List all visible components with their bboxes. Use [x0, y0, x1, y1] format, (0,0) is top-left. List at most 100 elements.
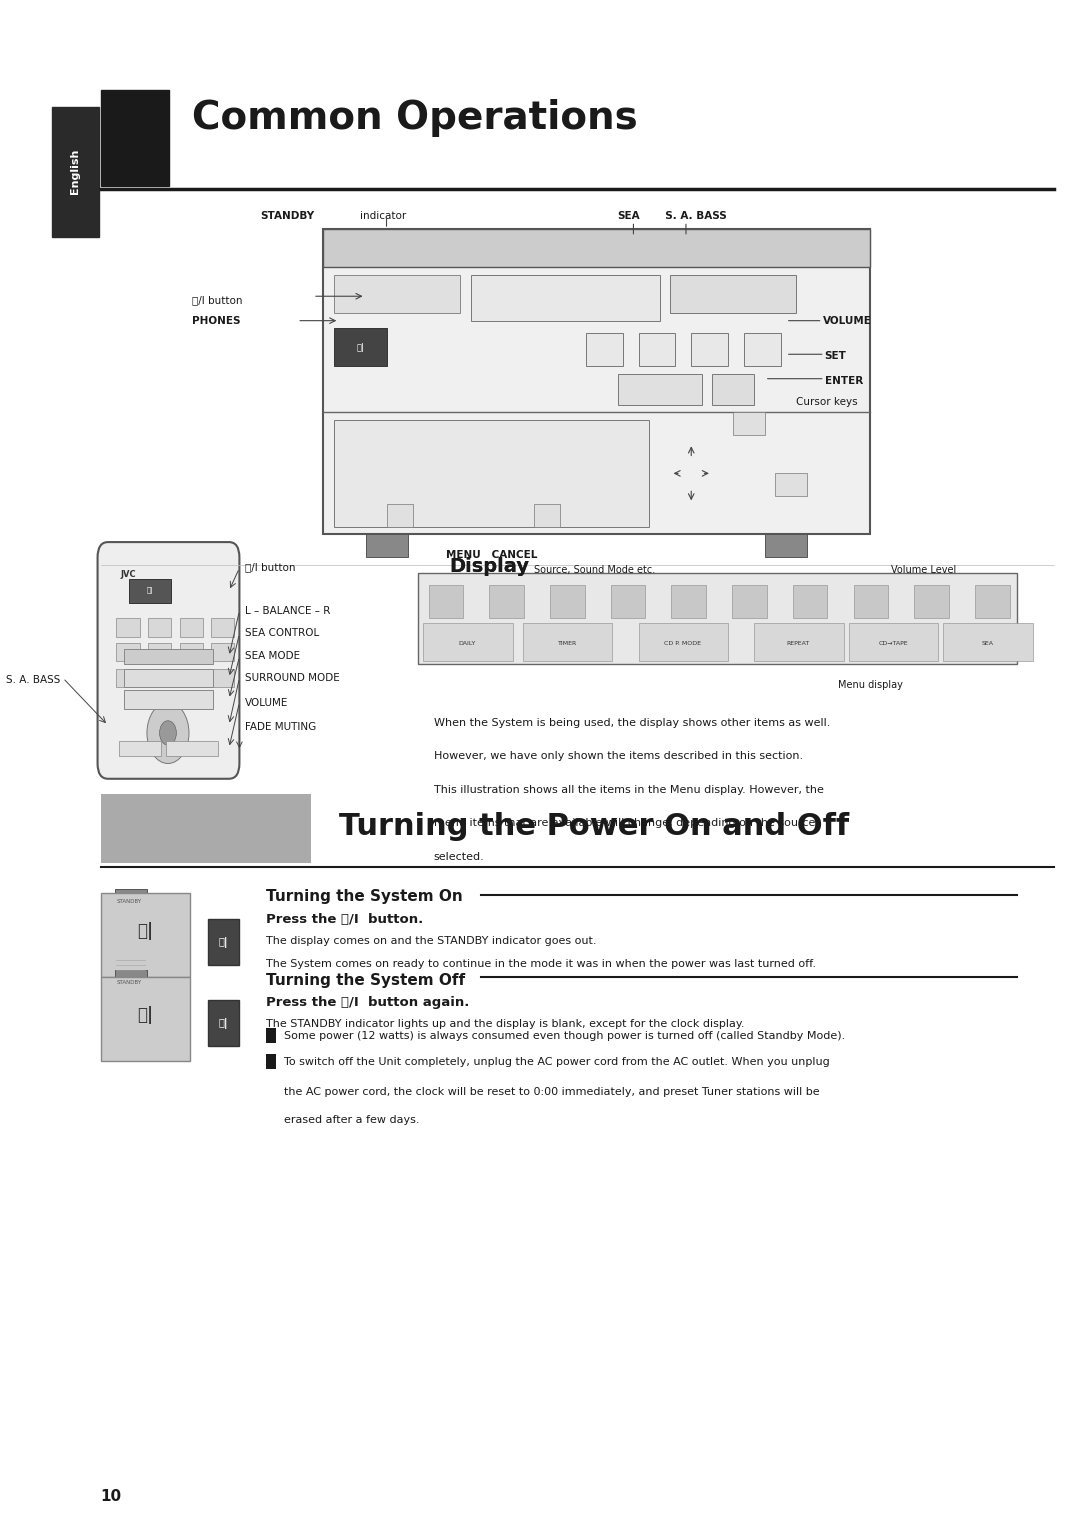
Text: CD P. MODE: CD P. MODE — [664, 641, 701, 646]
Circle shape — [662, 431, 720, 516]
Text: Press the ⏻/I  button.: Press the ⏻/I button. — [266, 913, 423, 927]
Bar — [672, 585, 706, 618]
Bar — [732, 585, 767, 618]
Text: VOLUME: VOLUME — [245, 698, 288, 709]
Bar — [207, 919, 240, 965]
Text: DAILY: DAILY — [459, 641, 476, 646]
Text: STANDBY: STANDBY — [260, 211, 314, 221]
Bar — [179, 669, 203, 687]
Bar — [117, 669, 139, 687]
Text: Common Operations: Common Operations — [192, 99, 638, 137]
Bar — [523, 623, 612, 661]
Text: Volume Level: Volume Level — [891, 565, 956, 576]
Text: the AC power cord, the clock will be reset to 0:00 immediately, and preset Tuner: the AC power cord, the clock will be res… — [284, 1087, 819, 1098]
Text: JVC: JVC — [121, 570, 136, 579]
Text: S. A. BASS: S. A. BASS — [6, 675, 60, 686]
Bar — [117, 618, 139, 637]
Text: To switch off the Unit completely, unplug the AC power cord from the AC outlet. : To switch off the Unit completely, unplu… — [284, 1057, 829, 1067]
Text: ⏻|: ⏻| — [219, 936, 228, 948]
Text: The STANDBY indicator lights up and the display is blank, except for the clock d: The STANDBY indicator lights up and the … — [266, 1019, 744, 1029]
Bar — [100, 90, 168, 186]
Bar — [324, 229, 869, 267]
Bar — [53, 107, 98, 237]
Text: Source, Sound Mode etc.: Source, Sound Mode etc. — [534, 565, 654, 576]
Text: Menu display: Menu display — [838, 680, 903, 690]
Text: The display comes on and the STANDBY indicator goes out.: The display comes on and the STANDBY ind… — [266, 936, 596, 947]
Text: 10: 10 — [100, 1489, 122, 1504]
Bar — [712, 374, 754, 405]
Text: SEA CONTROL: SEA CONTROL — [245, 628, 319, 638]
Bar — [618, 374, 702, 405]
Text: SEA: SEA — [618, 211, 640, 221]
Bar — [754, 623, 843, 661]
Bar — [124, 690, 213, 709]
FancyBboxPatch shape — [97, 542, 240, 779]
Bar — [365, 534, 407, 557]
Text: Press the ⏻/I  button again.: Press the ⏻/I button again. — [266, 996, 469, 1009]
Text: ⏻/I button: ⏻/I button — [192, 295, 243, 305]
Text: However, we have only shown the items described in this section.: However, we have only shown the items de… — [434, 751, 802, 762]
Text: STANDBY: STANDBY — [117, 899, 141, 904]
Bar — [211, 643, 234, 661]
Bar — [179, 618, 203, 637]
Text: SURROUND MODE: SURROUND MODE — [245, 673, 339, 684]
Bar — [334, 275, 460, 313]
Bar — [610, 585, 646, 618]
Bar — [691, 333, 728, 366]
Bar — [119, 741, 161, 756]
Bar — [775, 473, 807, 496]
Bar — [423, 623, 513, 661]
Text: The System comes on ready to continue in the mode it was in when the power was l: The System comes on ready to continue in… — [266, 959, 815, 970]
Text: ⏻|: ⏻| — [356, 344, 364, 351]
Text: ENTER: ENTER — [825, 376, 863, 386]
Bar — [418, 573, 1017, 664]
Bar — [387, 504, 413, 527]
Bar — [100, 977, 190, 1061]
Bar — [334, 420, 649, 527]
Text: PHONES: PHONES — [192, 316, 241, 327]
Bar — [124, 649, 213, 664]
Text: SET: SET — [825, 351, 847, 362]
Text: ⏻|: ⏻| — [147, 588, 153, 594]
Bar — [733, 412, 765, 435]
Bar — [849, 623, 939, 661]
Text: VOLUME: VOLUME — [823, 316, 872, 327]
Bar — [671, 275, 796, 313]
Text: When the System is being used, the display shows other items as well.: When the System is being used, the displ… — [434, 718, 831, 728]
Text: SEA MODE: SEA MODE — [245, 651, 300, 661]
Bar — [211, 669, 234, 687]
Text: Turning the System On: Turning the System On — [266, 889, 462, 904]
Text: selected.: selected. — [434, 852, 485, 863]
Text: Display: Display — [449, 557, 529, 576]
Bar — [914, 585, 949, 618]
Bar — [211, 618, 234, 637]
Bar — [100, 893, 190, 977]
Bar — [148, 643, 171, 661]
Text: Turning the Power On and Off: Turning the Power On and Off — [339, 812, 849, 841]
Circle shape — [160, 721, 176, 745]
Bar — [116, 970, 147, 985]
Text: MENU   CANCEL: MENU CANCEL — [446, 550, 537, 560]
Text: SEA: SEA — [982, 641, 994, 646]
Bar — [429, 585, 463, 618]
Circle shape — [400, 336, 416, 360]
Bar — [334, 328, 387, 366]
Text: ⏻|: ⏻| — [137, 922, 153, 941]
Bar — [853, 585, 888, 618]
Text: FADE MUTING: FADE MUTING — [245, 722, 316, 733]
Text: Display: Display — [449, 557, 529, 576]
Bar — [744, 333, 781, 366]
Text: REPEAT: REPEAT — [786, 641, 810, 646]
Bar — [944, 623, 1032, 661]
Bar — [765, 534, 807, 557]
Text: STANDBY: STANDBY — [117, 980, 141, 985]
Bar — [489, 585, 524, 618]
Text: menu items that are available will change, depending on the source: menu items that are available will chang… — [434, 818, 815, 829]
Bar — [975, 585, 1010, 618]
Bar — [117, 643, 139, 661]
Text: Turning the System Off: Turning the System Off — [266, 973, 464, 988]
Text: erased after a few days.: erased after a few days. — [284, 1115, 419, 1125]
Text: ⏻|: ⏻| — [219, 1017, 228, 1029]
Bar — [793, 585, 827, 618]
Circle shape — [147, 702, 189, 764]
